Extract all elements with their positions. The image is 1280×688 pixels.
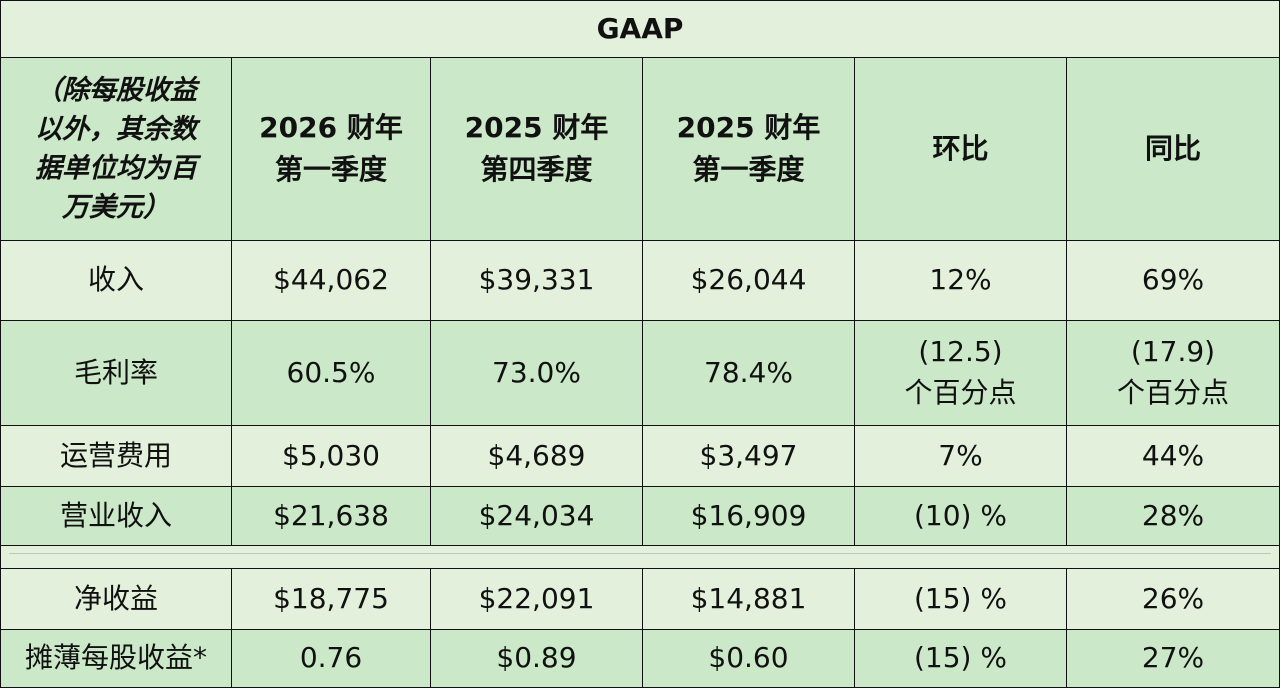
cell-value: 69% [1067, 241, 1280, 321]
cell-value: $44,062 [232, 241, 431, 321]
cell-value: (17.9) 个百分点 [1067, 321, 1280, 426]
header-row: （除每股收益 以外，其余数 据单位均为百 万美元） 2026 财年 第一季度 2… [0, 58, 1280, 241]
cell-value: $16,909 [643, 487, 855, 546]
cell-value: (12.5) 个百分点 [855, 321, 1067, 426]
table-row: 摊薄每股收益* 0.76 $0.89 $0.60 (15) % 27% [0, 630, 1280, 688]
cell-value: $26,044 [643, 241, 855, 321]
cell-value: 78.4% [643, 321, 855, 426]
header-unit-note: （除每股收益 以外，其余数 据单位均为百 万美元） [0, 58, 232, 241]
cell-value: $4,689 [431, 426, 643, 487]
cell-value: 27% [1067, 630, 1280, 688]
row-label: 摊薄每股收益* [0, 630, 232, 688]
header-2025-q1: 2025 财年 第一季度 [643, 58, 855, 241]
cell-value: 12% [855, 241, 1067, 321]
table-row: 运营费用 $5,030 $4,689 $3,497 7% 44% [0, 426, 1280, 487]
cell-value: $18,775 [232, 568, 431, 630]
table-row: 收入 $44,062 $39,331 $26,044 12% 69% [0, 241, 1280, 321]
row-label: 收入 [0, 241, 232, 321]
row-label: 毛利率 [0, 321, 232, 426]
cell-value: (15) % [855, 568, 1067, 630]
table-row: 毛利率 60.5% 73.0% 78.4% (12.5) 个百分点 (17.9)… [0, 321, 1280, 426]
title-row: GAAP [0, 0, 1280, 58]
cell-value: 44% [1067, 426, 1280, 487]
cell-value: $14,881 [643, 568, 855, 630]
table-row: 净收益 $18,775 $22,091 $14,881 (15) % 26% [0, 568, 1280, 630]
cell-value: $5,030 [232, 426, 431, 487]
cell-value: $24,034 [431, 487, 643, 546]
row-label: 营业收入 [0, 487, 232, 546]
table-row: 营业收入 $21,638 $24,034 $16,909 (10) % 28% [0, 487, 1280, 546]
row-label: 运营费用 [0, 426, 232, 487]
cell-value: 60.5% [232, 321, 431, 426]
header-2026-q1: 2026 财年 第一季度 [232, 58, 431, 241]
header-qoq: 环比 [855, 58, 1067, 241]
cell-value: $21,638 [232, 487, 431, 546]
cell-value: $0.60 [643, 630, 855, 688]
cell-value: 73.0% [431, 321, 643, 426]
cell-value: $0.89 [431, 630, 643, 688]
cell-value: (15) % [855, 630, 1067, 688]
header-2025-q4: 2025 财年 第四季度 [431, 58, 643, 241]
cell-value: (10) % [855, 487, 1067, 546]
row-label: 净收益 [0, 568, 232, 630]
cell-value: 7% [855, 426, 1067, 487]
cell-value: 26% [1067, 568, 1280, 630]
cell-value: 28% [1067, 487, 1280, 546]
cell-value: 0.76 [232, 630, 431, 688]
header-yoy: 同比 [1067, 58, 1280, 241]
cell-value: $39,331 [431, 241, 643, 321]
cell-value: $3,497 [643, 426, 855, 487]
table-title: GAAP [0, 0, 1280, 58]
row-separator [0, 546, 1280, 568]
cell-value: $22,091 [431, 568, 643, 630]
